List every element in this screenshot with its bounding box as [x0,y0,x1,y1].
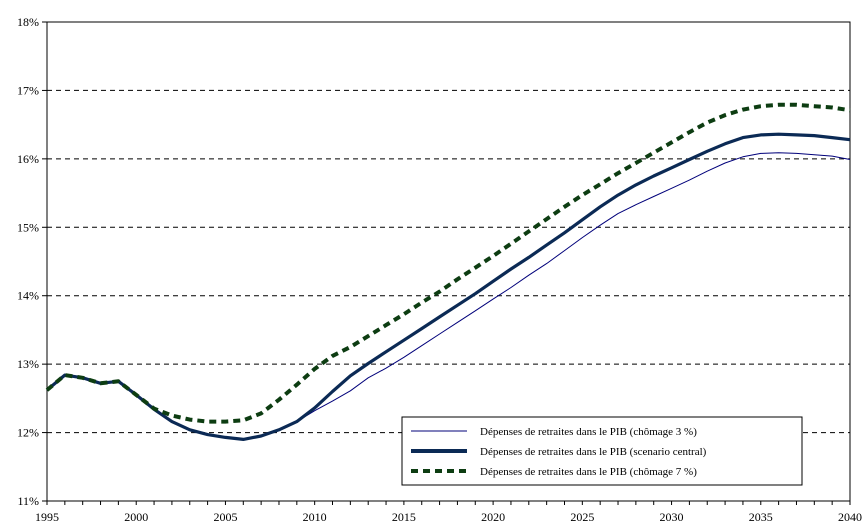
y-axis: 11% 12% 13% 14% 15% 16% 17% 18% [17,15,47,508]
x-tick-label: 1995 [35,510,59,524]
series-line-2 [45,132,851,441]
x-tick-label: 2015 [392,510,416,524]
legend-box [401,416,803,486]
y-tick-label: 18% [17,15,39,29]
x-tick-label: 2030 [660,510,684,524]
y-tick-label: 14% [17,289,39,303]
x-tick-label: 2035 [749,510,773,524]
y-tick-label: 11% [17,494,39,508]
x-tick-label: 2005 [213,510,237,524]
y-tick-label: 15% [17,220,39,234]
series-lines [45,102,851,441]
x-axis: 1995 2000 2005 2010 2015 2020 2025 2030 2035 2040 [35,501,862,524]
legend: Dépenses de retraites dans le PIB (chôma… [401,416,803,486]
y-tick-label: 12% [17,426,39,440]
x-tick-label: 2025 [570,510,594,524]
x-tick-label: 2010 [303,510,327,524]
series-line-3 [45,102,851,424]
x-tick-label: 2040 [838,510,862,524]
x-tick-label: 2020 [481,510,505,524]
legend-label-series-1: Dépenses de retraites dans le PIB (chôma… [480,426,697,438]
y-tick-label: 13% [17,357,39,371]
y-tick-label: 17% [17,83,39,97]
y-tick-label: 16% [17,152,39,166]
legend-label-series-2: Dépenses de retraites dans le PIB (scena… [480,446,707,458]
legend-label-series-3: Dépenses de retraites dans le PIB (chôma… [480,466,697,478]
x-tick-label: 2000 [124,510,148,524]
